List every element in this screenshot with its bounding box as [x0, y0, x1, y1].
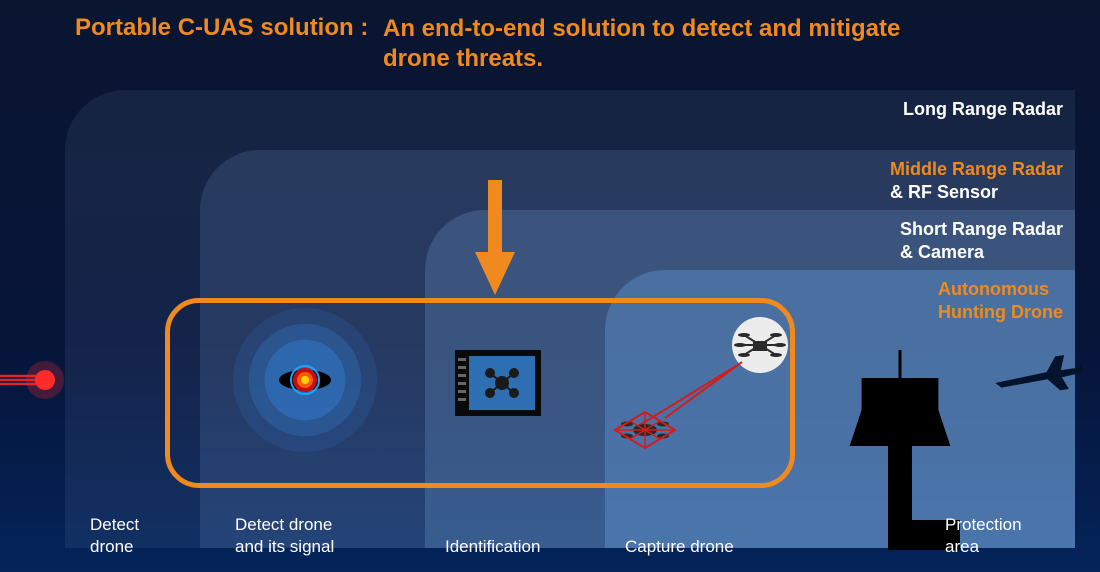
bottom-label: Protectionarea	[945, 514, 1022, 558]
bottom-label: Detect droneand its signal	[235, 514, 334, 558]
airplane-icon	[990, 350, 1085, 395]
control-tower-icon	[840, 350, 960, 550]
bottom-label: Identification	[445, 536, 540, 558]
bottom-label: Detectdrone	[90, 514, 139, 558]
bottom-label: Capture drone	[625, 536, 734, 558]
